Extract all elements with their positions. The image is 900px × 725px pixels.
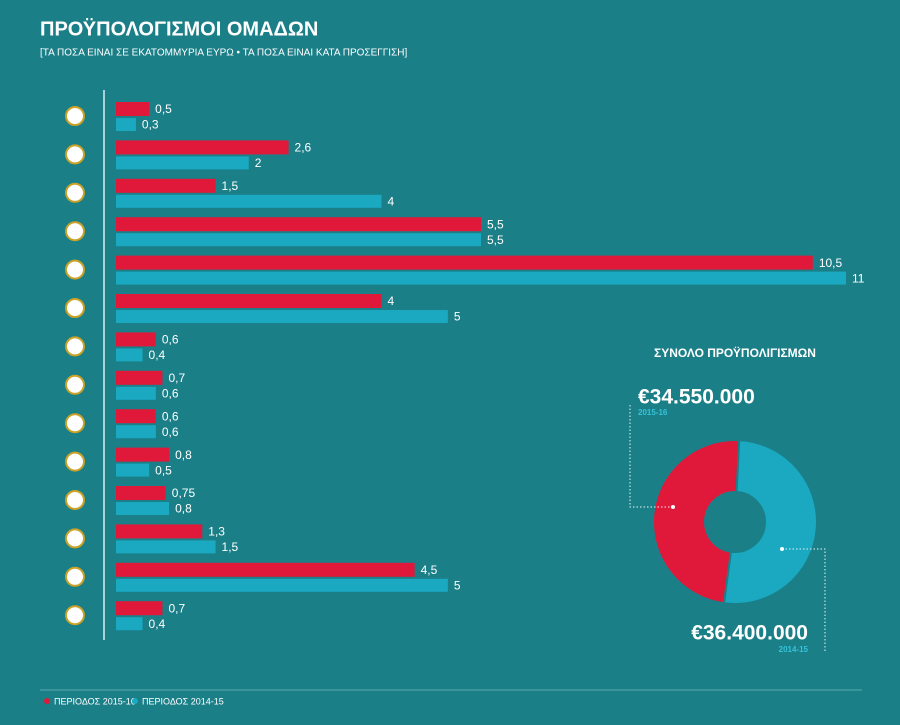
- value-label: 0,4: [149, 348, 166, 362]
- value-label: 10,5: [819, 256, 843, 270]
- bar: [116, 332, 156, 347]
- value-label: 0,7: [168, 371, 185, 385]
- team-logo: [65, 336, 85, 357]
- team-logo: [65, 259, 85, 280]
- bar: [116, 156, 249, 170]
- value-label: 11: [852, 271, 865, 285]
- pie-value-label: €36.400.000: [691, 622, 808, 645]
- bar: [116, 425, 156, 439]
- value-label: 0,6: [162, 333, 179, 347]
- legend-swatch: [44, 698, 50, 704]
- bar: [116, 217, 481, 232]
- value-label: 1,5: [222, 540, 239, 554]
- bar: [116, 601, 163, 616]
- bar: [116, 178, 216, 193]
- value-label: 0,6: [162, 386, 179, 400]
- bar: [116, 370, 163, 385]
- legend-label: ΠΕΡΙΟΔΟΣ 2014-15: [142, 696, 224, 706]
- team-logo: [65, 182, 85, 203]
- team-logo: [65, 144, 85, 165]
- team-logo: [65, 566, 85, 587]
- pie-value-label: €34.550.000: [638, 386, 755, 409]
- bar: [116, 578, 448, 592]
- value-label: 2: [255, 156, 262, 170]
- pie-slice: [651, 439, 741, 605]
- bar: [116, 348, 143, 362]
- value-label: 4: [387, 194, 394, 208]
- bar: [116, 502, 170, 515]
- bar: [116, 102, 150, 116]
- bar: [116, 463, 150, 477]
- leader-dot: [670, 504, 676, 510]
- value-label: 2,6: [295, 141, 312, 155]
- pie-category-label: 2015-16: [638, 408, 668, 417]
- team-logo: [65, 528, 85, 549]
- value-label: 5,5: [487, 233, 504, 247]
- pie-title: ΣΥΝΟΛΟ ΠΡΟΫΠΟΛΙΓΙΣΜΩΝ: [654, 345, 816, 360]
- team-logo: [65, 221, 85, 242]
- page-title: ΠΡΟΫΠΟΛΟΓΙΣΜΟΙ ΟΜΑΔΩΝ: [40, 17, 318, 40]
- value-label: 0,5: [155, 102, 172, 116]
- bar: [116, 310, 448, 323]
- value-label: 0,6: [162, 409, 179, 423]
- team-logo: [65, 490, 85, 510]
- leader-line: [629, 405, 673, 508]
- value-label: 0,75: [172, 486, 196, 500]
- page-subtitle: [ΤΑ ΠΟΣΑ ΕΙΝΑΙ ΣΕ ΕΚΑΤΟΜΜΥΡΙΑ ΕΥΡΩ • ΤΑ …: [40, 48, 407, 59]
- pie-slice: [722, 439, 818, 605]
- team-logo: [65, 298, 85, 318]
- bar: [116, 271, 846, 285]
- bar: [116, 118, 136, 131]
- bar: [116, 447, 170, 462]
- leader-dot: [779, 546, 785, 552]
- value-label: 0,8: [175, 448, 192, 462]
- value-label: 0,8: [175, 502, 192, 516]
- value-label: 0,3: [142, 118, 159, 132]
- bar: [116, 562, 415, 577]
- value-label: 4,5: [421, 563, 438, 577]
- legend-swatch: [132, 698, 138, 704]
- team-logo: [65, 106, 85, 126]
- team-logo: [65, 374, 85, 395]
- value-label: 4: [387, 294, 394, 308]
- value-label: 1,5: [222, 179, 239, 193]
- bar: [116, 233, 481, 247]
- value-label: 0,5: [155, 463, 172, 477]
- bar: [116, 194, 382, 208]
- bar: [116, 140, 289, 155]
- value-label: 5,5: [487, 217, 504, 231]
- value-label: 5: [454, 578, 461, 592]
- value-label: 0,7: [168, 601, 185, 615]
- legend-label: ΠΕΡΙΟΔΟΣ 2015-16: [54, 696, 136, 706]
- bar: [116, 524, 203, 539]
- team-logo: [65, 605, 85, 626]
- team-logo: [65, 451, 85, 472]
- value-label: 5: [454, 310, 461, 324]
- value-label: 0,4: [149, 617, 166, 631]
- pie-category-label: 2014-15: [779, 645, 809, 654]
- bar: [116, 540, 216, 554]
- bar: [116, 617, 143, 631]
- bar: [116, 486, 166, 500]
- value-label: 0,6: [162, 425, 179, 439]
- bar: [116, 386, 156, 400]
- value-label: 1,3: [208, 525, 225, 539]
- team-logo: [65, 413, 85, 434]
- bar: [116, 255, 813, 270]
- bar: [116, 294, 382, 308]
- leader-line: [782, 548, 826, 652]
- bar: [116, 409, 156, 424]
